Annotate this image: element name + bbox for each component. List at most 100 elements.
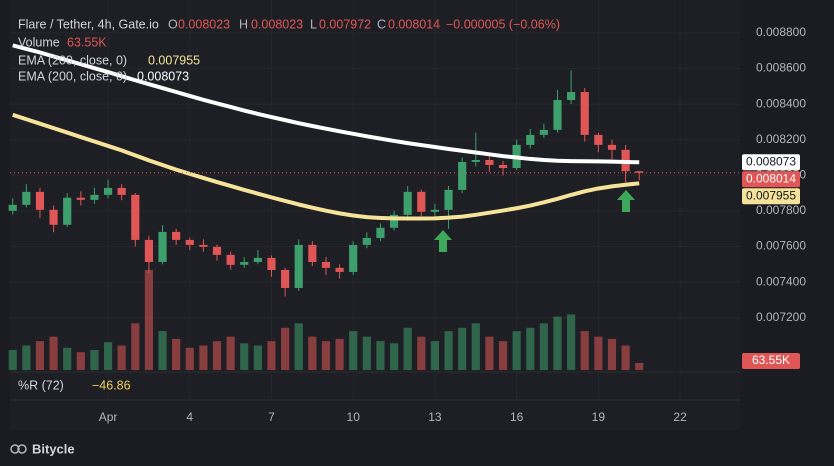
ema-price-tag-text: 0.007955 xyxy=(746,188,796,202)
volume-bar xyxy=(240,343,249,370)
volume-bar xyxy=(512,331,521,370)
ohlc-value: 0.008023 xyxy=(178,17,230,31)
candle-body xyxy=(567,92,576,101)
volume-bar xyxy=(103,342,113,370)
labels: 0.0072000.0074000.0076000.0078000.008000… xyxy=(99,25,807,424)
brand-icon xyxy=(17,444,27,454)
ema-price-tag-text: 0.008073 xyxy=(746,154,796,168)
candle-body xyxy=(281,269,290,288)
candle-body xyxy=(63,197,72,225)
volume-bar xyxy=(199,345,208,370)
candle-body xyxy=(526,134,535,145)
candle-body xyxy=(539,129,548,135)
volume-bar xyxy=(321,341,331,370)
candle-body xyxy=(144,239,154,262)
ohlc-value: 0.008023 xyxy=(251,17,303,31)
symbol-title: Flare / Tether, 4h, Gate.io xyxy=(18,17,159,31)
candle-body xyxy=(267,257,276,270)
ema-lines xyxy=(10,43,740,221)
x-tick-label: 10 xyxy=(347,410,361,424)
candle-body xyxy=(485,159,494,165)
volume-bar xyxy=(417,336,426,370)
volume-bar xyxy=(635,362,644,370)
volume-bar xyxy=(594,336,603,370)
candles xyxy=(8,70,644,297)
y-tick-label: 0.007200 xyxy=(756,310,806,324)
y-tick-label: 0.007400 xyxy=(756,274,806,288)
candle-body xyxy=(49,209,58,225)
volume-bar xyxy=(335,338,344,370)
candle-body xyxy=(335,267,344,272)
arrow-up xyxy=(434,230,452,252)
y-tick-label: 0.007600 xyxy=(756,239,806,253)
candle-body xyxy=(103,187,113,195)
candle-body xyxy=(362,237,371,245)
candle-body xyxy=(35,191,45,210)
candle-body xyxy=(458,161,467,190)
volume-bar xyxy=(308,336,317,370)
brand-name[interactable]: Bitycle xyxy=(32,441,75,456)
volume-bar xyxy=(158,331,167,370)
candle-body xyxy=(444,189,453,210)
arrow-up xyxy=(617,190,635,212)
candle-body xyxy=(417,191,426,212)
volume-bar xyxy=(172,338,181,370)
ema-legend: EMA (200, close, 0) xyxy=(18,53,127,67)
x-tick-label: 7 xyxy=(268,410,275,424)
candle-body xyxy=(294,244,303,288)
candle-body xyxy=(308,244,317,262)
candle-body xyxy=(389,214,399,228)
volume-bar xyxy=(76,352,85,370)
ema-line xyxy=(12,43,640,165)
x-tick-label: Apr xyxy=(99,410,118,424)
volume-bar xyxy=(485,336,494,370)
last-price-tag xyxy=(742,171,800,188)
volume-bar xyxy=(621,345,630,370)
brand-icon xyxy=(10,444,20,454)
volume-bar xyxy=(212,341,222,370)
volume-tag xyxy=(742,353,800,369)
candle-body xyxy=(253,257,262,262)
volume-legend-value: 63.55K xyxy=(67,35,107,49)
volume-bar xyxy=(567,314,576,370)
volume-bar xyxy=(144,270,154,370)
volume-bar xyxy=(90,350,99,370)
candle-body xyxy=(76,197,85,200)
ohlc-value: 0.007972 xyxy=(319,17,371,31)
candle-body xyxy=(158,231,167,262)
candle-body xyxy=(349,244,358,272)
volume-bar xyxy=(539,323,548,370)
volume-bar xyxy=(35,341,45,370)
x-tick-label: 4 xyxy=(186,410,193,424)
candle-body xyxy=(553,100,562,130)
candle-body xyxy=(131,194,140,240)
volume-bar xyxy=(607,338,617,370)
y-tick-label: 0.008200 xyxy=(756,132,806,146)
price-change: −0.000005 (−0.06%) xyxy=(446,17,560,31)
volume-bar xyxy=(553,316,562,370)
candle-body xyxy=(172,231,181,240)
candle-body xyxy=(376,227,385,238)
volume-bar xyxy=(281,327,290,370)
volume-tag-text: 63.55K xyxy=(752,353,790,367)
candle-body xyxy=(430,209,440,212)
volume-bar xyxy=(389,343,399,370)
volume-bar xyxy=(430,341,440,370)
candle-body xyxy=(321,261,331,268)
x-tick-label: 22 xyxy=(673,410,687,424)
candle-body xyxy=(594,134,603,145)
ohlc-value: 0.008014 xyxy=(388,17,440,31)
volume-bar xyxy=(362,336,371,370)
volume-bar xyxy=(444,331,453,370)
volume-bar xyxy=(185,347,194,370)
y-tick-label: 0.007800 xyxy=(756,203,806,217)
volume-legend: Volume xyxy=(18,35,60,49)
candle-body xyxy=(22,191,31,205)
candle-body xyxy=(212,246,222,255)
candle-body xyxy=(185,239,194,245)
last-price-tag-text: 0.008014 xyxy=(746,171,796,185)
x-tick-label: 19 xyxy=(592,410,606,424)
indicator-name: %R (72) xyxy=(18,378,64,392)
volume-bar xyxy=(253,345,262,370)
